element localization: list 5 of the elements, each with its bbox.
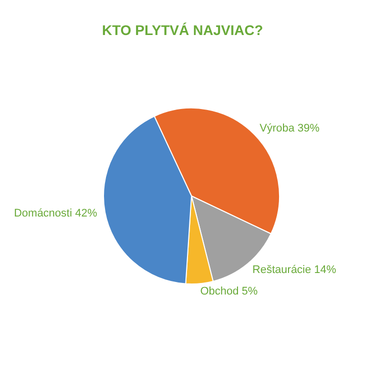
slice-label: Domácnosti 42% <box>14 208 98 220</box>
slice-label: Reštaurácie 14% <box>252 264 336 276</box>
slice-label: Výroba 39% <box>260 122 320 134</box>
chart-title: KTO PLYTVÁ NAJVIAC? <box>100 21 264 40</box>
slice-label: Obchod 5% <box>200 286 258 298</box>
